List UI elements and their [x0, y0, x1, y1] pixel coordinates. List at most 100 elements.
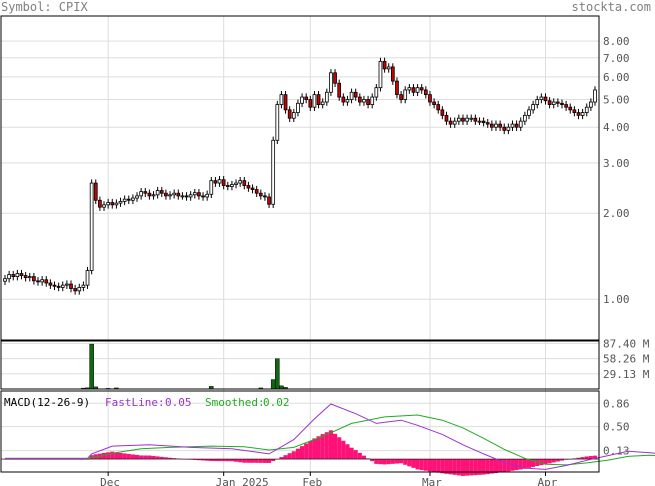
macd-histogram-bar: [580, 457, 585, 460]
candle-body: [390, 66, 395, 82]
macd-histogram-bar: [225, 459, 230, 462]
macd-histogram-bar: [320, 434, 325, 460]
candle-body: [395, 80, 399, 96]
price-candle: [556, 98, 560, 108]
macd-histogram-bar: [304, 443, 309, 460]
price-candle: [576, 108, 581, 120]
price-candle: [547, 97, 552, 109]
price-candle: [329, 69, 333, 97]
macd-histogram-bar: [539, 459, 544, 466]
candle-body: [469, 117, 474, 120]
candle-body: [32, 276, 36, 282]
macd-histogram-bar: [555, 459, 560, 462]
price-candle: [473, 114, 478, 125]
price-candle: [225, 181, 230, 191]
price-candle: [65, 280, 69, 289]
volume-tick-label: 29.13 M: [603, 368, 650, 381]
price-candle: [423, 86, 428, 99]
candle-body: [98, 199, 102, 208]
price-candle: [510, 120, 515, 131]
price-candle: [230, 180, 234, 191]
price-candle: [531, 100, 535, 114]
price-candle: [271, 136, 276, 209]
price-tick-label: 2.00: [603, 207, 630, 220]
macd-histogram-bar: [110, 451, 115, 460]
macd-histogram-bar: [460, 459, 466, 476]
macd-panel: 0.86 0.50 0.13 MACD(12-26-9) FastLine: 0.05 Sm…: [0, 390, 655, 476]
macd-histogram-bar: [547, 459, 552, 464]
macd-histogram-bar: [592, 455, 598, 460]
price-candle: [440, 106, 445, 120]
candle-body: [589, 101, 593, 108]
price-candle: [593, 86, 597, 106]
price-tick-label: 3.00: [603, 157, 630, 170]
candle-body: [535, 99, 540, 105]
macd-histogram-bar: [415, 459, 420, 470]
price-candle: [180, 192, 185, 200]
macd-histogram-bar: [498, 459, 503, 473]
macd-fast-legend: FastLine:: [105, 396, 165, 409]
candle-body: [448, 120, 453, 125]
candle-body: [374, 87, 379, 98]
volume-tick-label: 87.40 M: [603, 337, 650, 350]
candle-body: [168, 194, 172, 197]
macd-histogram-bar: [394, 459, 400, 464]
price-candle: [106, 198, 110, 209]
candle-body: [457, 117, 461, 122]
candle-body: [432, 101, 436, 105]
macd-histogram-bar: [221, 459, 226, 462]
x-tick-label: Dec: [100, 476, 120, 486]
candle-body: [118, 200, 123, 204]
price-candle: [357, 93, 362, 106]
macd-histogram-bar: [452, 459, 457, 475]
candle-body: [341, 96, 346, 103]
candle-body: [19, 273, 24, 276]
price-candle: [432, 98, 436, 109]
macd-panel-border: [0, 390, 600, 473]
macd-histogram-bar: [217, 459, 222, 462]
price-candle: [192, 189, 197, 199]
candle-body: [407, 87, 412, 91]
price-candle: [395, 77, 399, 99]
candle-body: [3, 278, 7, 282]
price-candle: [461, 114, 465, 125]
price-candle: [172, 189, 177, 199]
candle-body: [419, 87, 424, 91]
macd-histogram-bar: [493, 459, 499, 474]
macd-histogram-bar: [485, 459, 490, 475]
candle-body: [316, 94, 321, 105]
macd-histogram-bar: [295, 448, 300, 460]
price-candle: [40, 276, 44, 286]
candle-body: [122, 198, 127, 202]
price-candle: [378, 57, 383, 92]
candle-body: [258, 192, 263, 197]
candle-body: [386, 66, 391, 70]
candle-body: [444, 114, 449, 122]
candle-body: [543, 96, 548, 102]
price-candle: [320, 98, 325, 109]
candle-body: [114, 202, 119, 206]
macd-histogram-bar: [407, 459, 412, 467]
price-candle: [118, 197, 123, 207]
candle-body: [287, 109, 292, 119]
candle-body: [382, 60, 387, 70]
volume-tick-label: 58.26 M: [603, 353, 650, 366]
candle-body: [527, 109, 531, 116]
price-candle: [102, 201, 106, 211]
macd-histogram-bar: [238, 459, 243, 463]
price-candle: [523, 111, 527, 125]
candle-body: [481, 120, 486, 124]
macd-smooth-value: 0.02: [263, 396, 290, 409]
macd-histogram-bar: [155, 456, 160, 460]
candle-body: [568, 106, 573, 111]
candle-body: [159, 190, 164, 194]
price-candle: [349, 88, 354, 104]
price-candle: [168, 191, 172, 200]
price-candle: [485, 118, 490, 128]
candle-body: [7, 274, 11, 280]
candle-body: [225, 185, 230, 187]
macd-histogram-bar: [126, 453, 131, 460]
price-candle: [27, 272, 32, 282]
candle-body: [539, 96, 544, 100]
macd-histogram-bar: [139, 455, 144, 460]
